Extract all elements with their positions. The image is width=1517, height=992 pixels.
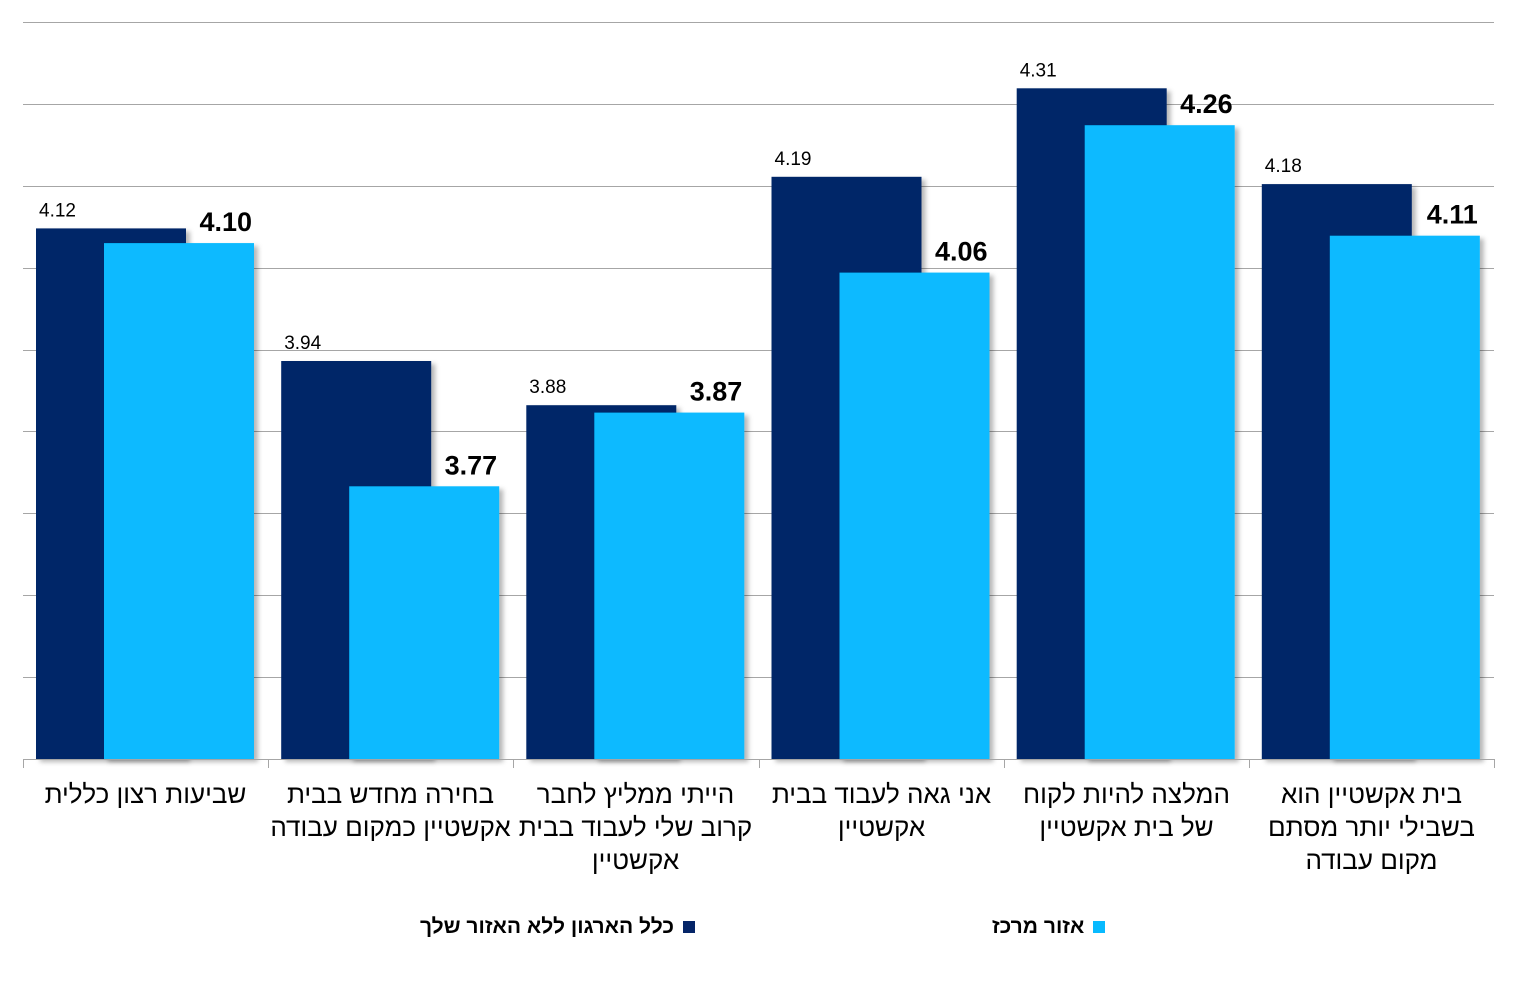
bar-center-1 <box>349 486 500 759</box>
bar-center-5 <box>1329 235 1480 759</box>
value-label-center-2: 3.87 <box>690 377 743 407</box>
x-axis <box>23 759 1495 768</box>
category-label-2: הייתי ממליץ לחבר קרוב שלי לעבוד בבית אקש… <box>518 779 753 875</box>
value-label-center-1: 3.77 <box>445 450 498 480</box>
category-label-0: שביעות רצון כללית <box>44 779 247 809</box>
legend-swatch-center <box>1093 921 1106 933</box>
value-label-overall-3: 4.19 <box>775 149 812 170</box>
value-label-center-5: 4.11 <box>1427 200 1478 230</box>
bars <box>36 88 1480 760</box>
category-label-4: המלצה להיות לקוח של בית אקשטיין <box>1023 779 1230 842</box>
legend-label-center: אזור מרכז <box>992 915 1085 938</box>
legend-item-overall: כלל הארגון ללא האזור שלך <box>420 912 695 942</box>
value-label-overall-4: 4.31 <box>1020 60 1057 81</box>
legend-label-overall: כלל הארגון ללא האזור שלך <box>420 915 674 938</box>
gridlines <box>23 22 1494 678</box>
category-label-5: בית אקשטיין הוא בשבילי יותר מסתם מקום עב… <box>1268 779 1475 875</box>
category-label-1: בחירה מחדש בבית אקשטיין כמקום עבודה <box>270 779 511 842</box>
category-label-3: אני גאה לעבוד בבית אקשטיין <box>771 779 992 842</box>
bar-center-0 <box>104 243 254 760</box>
value-label-center-0: 4.10 <box>199 207 252 237</box>
bar-center-2 <box>594 412 745 759</box>
bar-center-3 <box>839 272 990 759</box>
legend-item-center: אזור מרכז <box>992 912 1106 942</box>
value-label-center-3: 4.06 <box>935 237 988 267</box>
value-label-overall-2: 3.88 <box>529 377 566 398</box>
value-label-overall-1: 3.94 <box>284 333 321 354</box>
value-labels: 4.12 3.94 3.88 4.19 4.31 4.18 4.10 3.77 3.87 4.06… <box>39 60 1478 480</box>
bar-center-4 <box>1084 125 1235 759</box>
value-label-center-4: 4.26 <box>1180 89 1233 119</box>
value-label-overall-5: 4.18 <box>1265 156 1302 177</box>
value-label-overall-0: 4.12 <box>39 200 76 221</box>
legend-swatch-overall <box>683 921 695 933</box>
